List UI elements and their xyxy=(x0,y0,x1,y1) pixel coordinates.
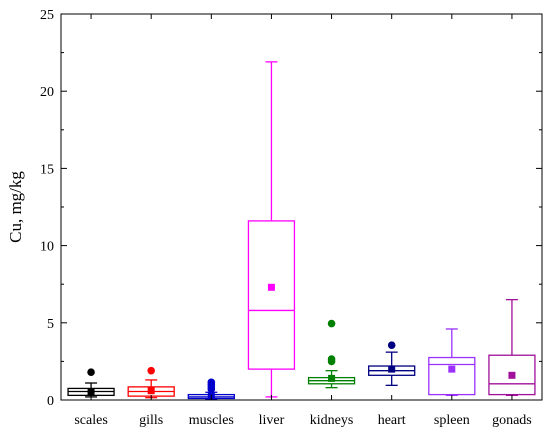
mean-marker xyxy=(147,387,155,395)
x-tick-label: muscles xyxy=(189,413,234,428)
mean-marker xyxy=(328,374,336,382)
box-kidneys xyxy=(307,319,356,389)
y-tick-label: 25 xyxy=(40,8,54,23)
x-tick-label: kidneys xyxy=(310,413,354,428)
mean-marker xyxy=(448,365,456,373)
boxes-group xyxy=(67,61,536,400)
y-tick-label: 15 xyxy=(40,162,54,177)
x-tick-label: heart xyxy=(378,413,406,428)
box-gills xyxy=(127,366,175,399)
y-axis-ticks: 0 5 10 15 20 25 xyxy=(40,8,542,409)
x-axis-ticks: scales gills muscles liver kidneys heart splee… xyxy=(74,14,532,428)
box-gonads xyxy=(488,298,536,397)
y-tick-label: 20 xyxy=(40,85,54,100)
y-tick-label: 5 xyxy=(47,317,54,332)
plot-frame xyxy=(60,13,543,401)
y-tick-label: 10 xyxy=(40,240,54,255)
outlier-point xyxy=(387,341,396,349)
outlier-point xyxy=(207,378,216,387)
outlier-point xyxy=(87,368,95,377)
x-tick-label: spleen xyxy=(434,413,470,428)
outlier-point xyxy=(327,355,336,363)
x-tick-label: gonads xyxy=(492,413,532,428)
iqr-box xyxy=(247,220,296,370)
x-tick-label: gills xyxy=(139,413,163,428)
mean-marker xyxy=(388,365,396,373)
box-spleen xyxy=(428,328,476,397)
mean-marker xyxy=(87,388,95,396)
box-scales xyxy=(67,368,115,398)
y-axis-label: Cu, mg/kg xyxy=(6,171,25,243)
box-liver xyxy=(247,61,296,398)
mean-marker xyxy=(267,283,275,291)
y-tick-label: 0 xyxy=(47,394,54,409)
outlier-point xyxy=(327,319,336,328)
outlier-point xyxy=(147,366,155,375)
x-tick-label: liver xyxy=(259,413,285,428)
mean-marker xyxy=(508,371,516,379)
x-tick-label: scales xyxy=(74,413,107,428)
iqr-box xyxy=(428,356,476,396)
box-heart xyxy=(368,341,416,386)
